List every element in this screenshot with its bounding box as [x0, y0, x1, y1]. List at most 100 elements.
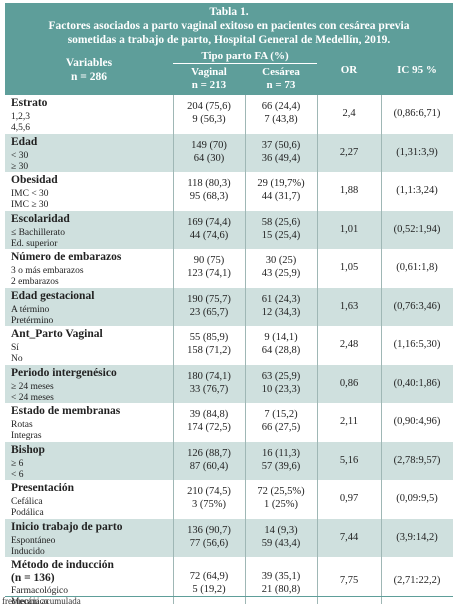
- category-label: Integras: [11, 431, 42, 441]
- column-divider: [173, 133, 174, 172]
- or-value: 0,97: [339, 493, 359, 505]
- column-divider: [245, 133, 246, 172]
- column-divider: [173, 557, 174, 604]
- table-title: Tabla 1. Factores asociados a parto vagi…: [5, 3, 453, 48]
- column-divider: [173, 518, 174, 557]
- cesarea-value: 44 (31,7): [261, 191, 301, 202]
- column-divider: [317, 287, 318, 326]
- column-divider: [173, 95, 174, 134]
- vaginal-value: 126 (88,7): [187, 447, 231, 459]
- table-row: Método de inducción (n = 136) Farmacológic…: [5, 557, 453, 607]
- or-value: 0,86: [339, 377, 359, 389]
- category-label: Ed. superior: [11, 238, 58, 249]
- vaginal-value: 77 (56,6): [189, 537, 229, 549]
- or-value: 2,27: [339, 146, 359, 158]
- or-value: 7,75: [339, 574, 359, 586]
- vaginal-value: 95 (68,3): [189, 191, 229, 202]
- column-divider: [381, 249, 382, 288]
- category-label: ≤ Bachillerato: [11, 227, 66, 238]
- vaginal-value: 136 (90,7): [187, 524, 231, 536]
- cesarea-value: 66 (27,5): [261, 422, 301, 433]
- category-label: Cefálica: [11, 497, 43, 507]
- vaginal-value: 55 (85,9): [189, 332, 229, 343]
- column-divider: [173, 480, 174, 519]
- table-footnote: frecuencia acumulada: [2, 596, 81, 606]
- column-divider: [245, 364, 246, 403]
- vaginal-value: 169 (74,4): [187, 216, 231, 228]
- category-label: ≥ 30: [11, 161, 29, 172]
- column-divider: [245, 287, 246, 326]
- category-label: Rotas: [11, 420, 33, 430]
- category-label: Farmacológico: [11, 586, 68, 596]
- cesarea-value: 43 (25,9): [261, 268, 301, 279]
- column-divider: [317, 518, 318, 557]
- vaginal-value: 180 (74,1): [187, 370, 231, 382]
- cesarea-value: 36 (49,4): [261, 152, 301, 164]
- cesarea-value: 59 (43,4): [261, 537, 301, 549]
- column-divider: [245, 326, 246, 365]
- header-or: OR: [340, 64, 358, 76]
- table-header: Variables n = 286 Tipo parto FA (%) Vagi…: [5, 48, 453, 95]
- variable-name: Estado de membranas: [11, 405, 121, 417]
- cesarea-value: 1 (25%): [263, 499, 299, 510]
- header-vaginal-n: n = 213: [191, 79, 227, 91]
- vaginal-value: 64 (30): [193, 152, 225, 164]
- table-title-line-3: sometidas a trabajo de parto, Hospital G…: [67, 34, 391, 46]
- header-variables-label: Variables: [65, 57, 113, 69]
- column-divider: [317, 249, 318, 288]
- cesarea-value: 29 (19,7%): [257, 178, 305, 189]
- category-label: 3 o más embarazos: [11, 266, 84, 276]
- column-divider: [381, 403, 382, 442]
- or-value: 2,11: [340, 416, 358, 428]
- vaginal-value: 204 (75,6): [187, 101, 231, 112]
- vaginal-value: 174 (72,5): [187, 422, 231, 433]
- cesarea-value: 15 (25,4): [261, 229, 301, 241]
- table-row: Bishop ≥ 6 < 6 126 (88,7) 87 (60,4) 16 (11,3)…: [5, 441, 453, 480]
- ic-value: (0,90:4,96): [393, 416, 441, 428]
- variable-name: Edad gestacional: [11, 289, 95, 302]
- table-row: Inicio trabajo de parto Espontáneo Inducid…: [5, 518, 453, 557]
- cesarea-value: 10 (23,3): [261, 383, 301, 395]
- vaginal-value: 90 (75): [193, 255, 225, 266]
- column-divider: [381, 95, 382, 134]
- vaginal-value: 44 (74,6): [189, 229, 229, 241]
- cesarea-value: 7 (15,2): [264, 409, 298, 420]
- column-divider: [317, 441, 318, 480]
- or-value: 7,44: [339, 531, 359, 543]
- variable-name: Número de embarazos: [11, 251, 122, 263]
- variable-name: Inicio trabajo de parto: [11, 520, 123, 533]
- variable-name: Periodo intergenésico: [11, 366, 117, 379]
- category-label: < 24 meses: [11, 392, 54, 403]
- cesarea-value: 21 (80,8): [261, 584, 301, 595]
- vaginal-value: 39 (84,8): [189, 409, 229, 420]
- table-row: Edad gestacional A término Pretérmino 190 (…: [5, 287, 453, 326]
- cesarea-value: 63 (25,9): [261, 370, 301, 382]
- vaginal-value: 210 (74,5): [187, 486, 231, 497]
- column-divider: [381, 518, 382, 557]
- variable-name: Escolaridad: [11, 212, 70, 225]
- vaginal-value: 23 (65,7): [189, 306, 229, 318]
- header-ic: IC 95 %: [397, 64, 437, 76]
- category-label: Espontáneo: [11, 535, 56, 546]
- cesarea-value: 16 (11,3): [261, 447, 301, 459]
- table-row: Presentación Cefálica Podálica 210 (74,5) 3 …: [5, 480, 453, 519]
- table-row: Escolaridad ≤ Bachillerato Ed. superior 169…: [5, 210, 453, 249]
- column-divider: [245, 480, 246, 519]
- table-title-line-2: Factores asociados a parto vaginal exito…: [48, 20, 410, 32]
- vaginal-value: 118 (80,3): [187, 178, 231, 189]
- category-label: < 30: [11, 150, 29, 161]
- column-divider: [173, 403, 174, 442]
- column-divider: [317, 210, 318, 249]
- header-vaginal-label: Vaginal: [191, 66, 227, 78]
- header-cesarea: Cesárea n = 73: [245, 66, 317, 92]
- column-divider: [317, 364, 318, 403]
- or-value: 2,48: [339, 339, 359, 351]
- header-vaginal: Vaginal n = 213: [173, 66, 245, 92]
- or-value: 1,01: [339, 223, 359, 235]
- table-row: Ant_Parto Vaginal Sí No 55 (85,9) 158 (71,2)…: [5, 326, 453, 365]
- variable-name: Ant_Parto Vaginal: [11, 328, 103, 340]
- column-divider: [173, 441, 174, 480]
- ic-value: (0,40:1,86): [393, 377, 441, 389]
- column-divider: [245, 557, 246, 604]
- column-divider: [381, 480, 382, 519]
